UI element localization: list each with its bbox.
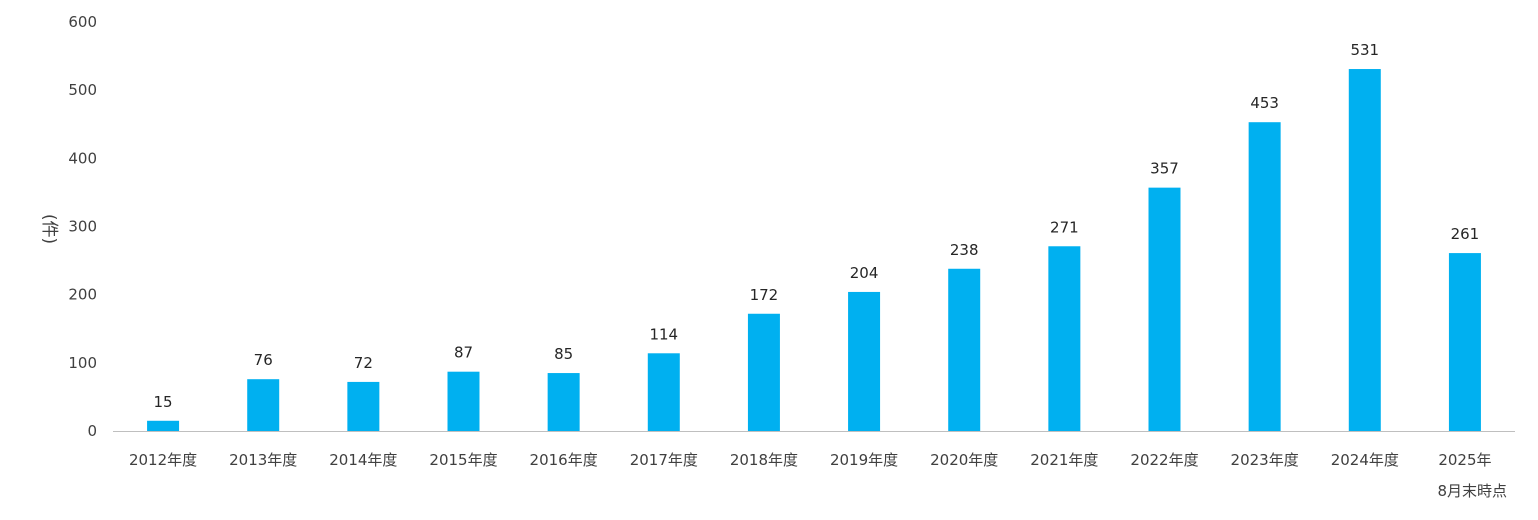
data-label: 15: [154, 393, 173, 411]
x-tick-label: 2013年度: [229, 451, 297, 469]
y-tick-label: 300: [68, 218, 97, 236]
x-tick-label: 2021年度: [1030, 451, 1098, 469]
y-tick-label: 100: [68, 354, 97, 372]
data-label: 72: [354, 354, 373, 372]
x-tick-label: 2025年: [1438, 451, 1491, 469]
bar: [447, 371, 480, 431]
data-label: 85: [554, 345, 573, 363]
x-tick-label: 2012年度: [129, 451, 197, 469]
x-tick-label: 2018年度: [730, 451, 798, 469]
data-labels: 15 76 72 87 85 114 172 204 238 271 357 453 531 261: [154, 41, 1480, 411]
y-tick-label: 400: [68, 149, 97, 167]
x-tick-label: 2017年度: [630, 451, 698, 469]
bar: [347, 381, 380, 431]
data-label: 271: [1050, 218, 1079, 236]
y-tick-label: 200: [68, 286, 97, 304]
bar: [1348, 69, 1381, 431]
x-axis-ticks: 2012年度 2013年度 2014年度 2015年度 2016年度 2017年度 2018…: [129, 451, 1507, 500]
data-label: 261: [1451, 225, 1480, 243]
bar: [1448, 253, 1481, 431]
y-axis-ticks: 0 100 200 300 400 500 600: [68, 13, 97, 440]
x-tick-label: 2014年度: [329, 451, 397, 469]
bar: [247, 379, 280, 431]
x-tick-label: 2023年度: [1231, 451, 1299, 469]
bar: [848, 291, 881, 431]
x-tick-label: 2024年度: [1331, 451, 1399, 469]
bars: [147, 69, 1481, 431]
y-tick-label: 500: [68, 81, 97, 99]
y-axis-label: (件): [39, 214, 59, 244]
data-label: 531: [1350, 41, 1379, 59]
bar: [1248, 122, 1281, 431]
x-tick-label: 8月末時点: [1437, 482, 1507, 500]
bar: [747, 313, 780, 431]
data-label: 76: [254, 351, 273, 369]
bar: [147, 420, 180, 431]
bar: [948, 268, 981, 431]
data-label: 114: [649, 325, 678, 343]
y-tick-label: 600: [68, 13, 97, 31]
data-label: 172: [750, 286, 779, 304]
bar: [1148, 187, 1181, 431]
bar: [1048, 246, 1081, 431]
bar: [547, 373, 580, 431]
x-tick-label: 2015年度: [429, 451, 497, 469]
x-tick-label: 2020年度: [930, 451, 998, 469]
data-label: 238: [950, 241, 979, 259]
data-label: 357: [1150, 160, 1179, 178]
bar: [647, 353, 680, 431]
y-tick-label: 0: [87, 422, 97, 440]
x-tick-label: 2016年度: [530, 451, 598, 469]
x-tick-label: 2019年度: [830, 451, 898, 469]
x-tick-label: 2022年度: [1130, 451, 1198, 469]
data-label: 453: [1250, 94, 1279, 112]
data-label: 87: [454, 344, 473, 362]
data-label: 204: [850, 264, 879, 282]
